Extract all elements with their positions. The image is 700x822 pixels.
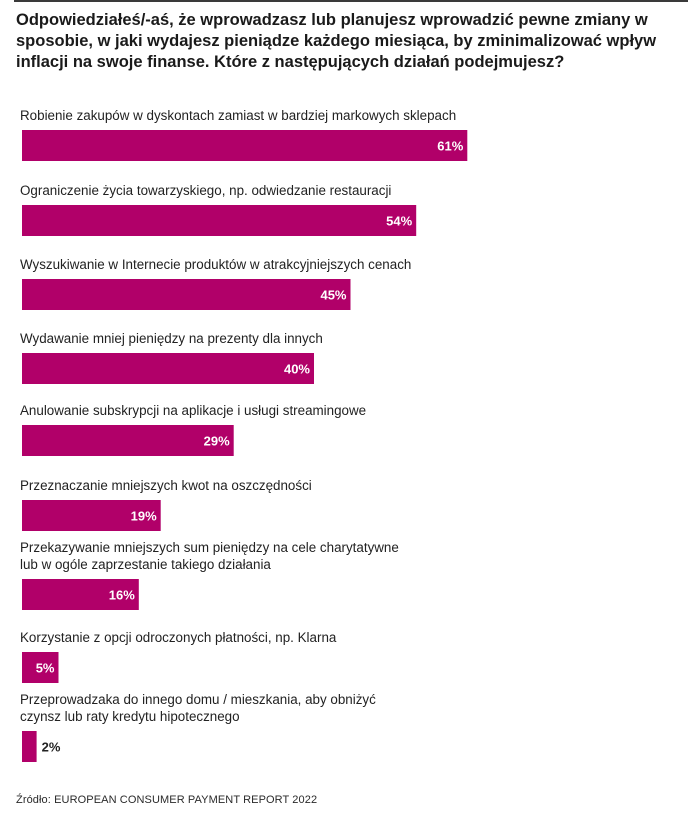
source-note: Źródło: EUROPEAN CONSUMER PAYMENT REPORT… xyxy=(16,794,318,806)
category-label: lub w ogóle zaprzestanie takiego działan… xyxy=(20,557,271,572)
category-label: Robienie zakupów w dyskontach zamiast w … xyxy=(20,108,456,123)
category-label: Anulowanie subskrypcji na aplikacje i us… xyxy=(20,403,366,418)
category-label: Ograniczenie życia towarzyskiego, np. od… xyxy=(20,183,391,198)
bar xyxy=(22,279,351,310)
value-label: 2% xyxy=(42,740,61,755)
category-label: Korzystanie z opcji odroczonych płatnośc… xyxy=(20,630,337,645)
bar xyxy=(22,205,417,236)
bar xyxy=(22,652,59,683)
value-label: 61% xyxy=(437,139,463,154)
value-label: 40% xyxy=(284,362,310,377)
bar xyxy=(22,579,139,610)
top-rule xyxy=(14,0,688,2)
bar xyxy=(22,500,161,531)
value-label: 19% xyxy=(131,509,157,524)
category-label: czynsz lub raty kredytu hipotecznego xyxy=(20,709,240,724)
bar xyxy=(22,130,468,161)
category-label: Przeprowadzaka do innego domu / mieszkan… xyxy=(20,692,376,707)
category-label: Przekazywanie mniejszych sum pieniędzy n… xyxy=(20,540,399,555)
category-label: Przeznaczanie mniejszych kwot na oszczęd… xyxy=(20,478,312,493)
value-label: 16% xyxy=(109,588,135,603)
bar xyxy=(22,353,314,384)
category-label: Wyszukiwanie w Internecie produktów w at… xyxy=(20,257,411,272)
value-label: 5% xyxy=(36,661,55,676)
value-label: 45% xyxy=(320,288,346,303)
chart-title: Odpowiedziałeś/-aś, że wprowadzasz lub p… xyxy=(16,11,657,71)
value-label: 29% xyxy=(204,434,230,449)
bar xyxy=(22,425,234,456)
bar xyxy=(22,731,37,762)
category-label: Wydawanie mniej pieniędzy na prezenty dl… xyxy=(20,331,323,346)
value-label: 54% xyxy=(386,214,412,229)
